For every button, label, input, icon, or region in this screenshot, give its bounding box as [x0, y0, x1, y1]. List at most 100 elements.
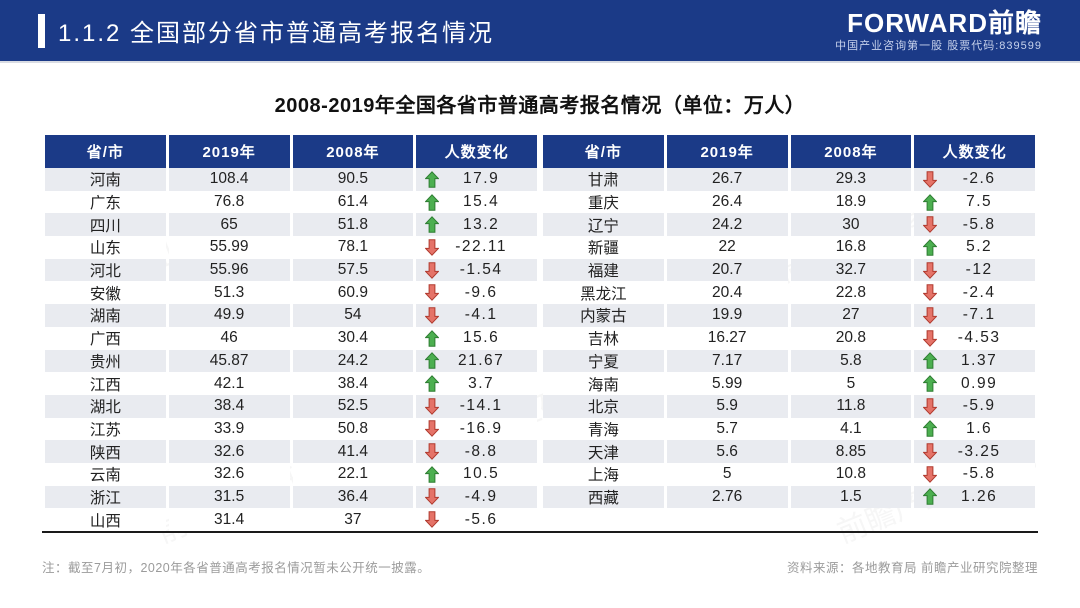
value-2019-cell: 65	[168, 213, 290, 237]
province-cell: 西藏	[543, 485, 664, 509]
down-arrow-icon	[923, 171, 938, 188]
province-cell: 宁夏	[543, 349, 664, 373]
value-2008-cell: 20.8	[790, 326, 912, 350]
value-2008-cell: 51.8	[292, 213, 414, 237]
value-2019-cell: 5	[666, 462, 788, 486]
table-row: 上海 5 10.8 -5.8	[543, 462, 1035, 486]
change-value: -14.1	[459, 397, 503, 415]
value-2019-cell: 19.9	[666, 304, 788, 327]
change-cell: 3.7	[416, 372, 537, 395]
change-value: 3.7	[468, 374, 495, 392]
value-2019-cell: 32.6	[168, 440, 290, 463]
province-cell: 山西	[45, 508, 166, 531]
value-2008-cell: 30	[790, 213, 912, 237]
value-2008-cell: 37	[292, 508, 414, 531]
up-arrow-icon	[923, 375, 938, 392]
value-2008-cell: 8.85	[790, 440, 912, 463]
province-cell: 安徽	[45, 281, 166, 305]
change-value: 15.4	[463, 193, 500, 211]
down-arrow-icon	[923, 307, 938, 324]
value-2019-cell: 76.8	[168, 190, 290, 214]
table-row: 甘肃 26.7 29.3 -2.6	[543, 168, 1035, 191]
up-arrow-icon	[923, 488, 938, 506]
province-cell: 福建	[543, 258, 664, 282]
province-cell: 黑龙江	[543, 281, 664, 305]
change-cell: -8.8	[416, 440, 537, 463]
value-2008-cell: 24.2	[292, 349, 414, 373]
table-row: 广西 46 30.4 15.6	[45, 326, 537, 350]
change-cell: 5.2	[914, 236, 1035, 259]
change-cell: -16.9	[416, 417, 537, 441]
province-cell: 河北	[45, 258, 166, 282]
value-2019-cell: 38.4	[168, 394, 290, 418]
change-value: -2.4	[962, 283, 996, 301]
brand-logo-text: FORWARD前瞻	[847, 7, 1042, 38]
value-2008-cell: 11.8	[790, 394, 912, 418]
data-table-left: 省/市 2019年 2008年 人数变化 河南 108.4 90.5 17.9 广东 76…	[42, 135, 540, 531]
table-row: 河南 108.4 90.5 17.9	[45, 168, 537, 191]
change-cell: 21.67	[416, 349, 537, 373]
down-arrow-icon	[425, 284, 440, 302]
value-2019-cell: 5.99	[666, 372, 788, 395]
down-arrow-icon	[425, 420, 440, 438]
col-header-province: 省/市	[543, 135, 664, 168]
change-cell: -9.6	[416, 281, 537, 305]
col-header-2019: 2019年	[168, 135, 290, 168]
down-arrow-icon	[425, 511, 440, 529]
table-row: 广东 76.8 61.4 15.4	[45, 190, 537, 214]
value-2008-cell: 52.5	[292, 394, 414, 418]
table-row: 福建 20.7 32.7 -12	[543, 258, 1035, 282]
value-2019-cell: 49.9	[168, 304, 290, 327]
table-row: 江苏 33.9 50.8 -16.9	[45, 417, 537, 441]
down-arrow-icon	[923, 398, 938, 415]
province-cell: 江苏	[45, 417, 166, 441]
change-value: 5.2	[966, 238, 993, 256]
change-value: 0.99	[961, 374, 998, 392]
change-value: -5.6	[464, 510, 498, 528]
value-2019-cell: 16.27	[666, 326, 788, 350]
value-2008-cell: 18.9	[790, 190, 912, 214]
table-row: 青海 5.7 4.1 1.6	[543, 417, 1035, 441]
province-cell: 广东	[45, 190, 166, 214]
change-value: -9.6	[464, 283, 498, 301]
table-row: 内蒙古 19.9 27 -7.1	[543, 304, 1035, 327]
value-2008-cell: 22.8	[790, 281, 912, 305]
value-2019-cell: 20.4	[666, 281, 788, 305]
province-cell: 云南	[45, 462, 166, 486]
down-arrow-icon	[923, 284, 938, 302]
table-row: 四川 65 51.8 13.2	[45, 213, 537, 237]
change-cell: 13.2	[416, 213, 537, 237]
down-arrow-icon	[923, 466, 938, 483]
change-cell: 1.26	[914, 485, 1035, 509]
table-row: 浙江 31.5 36.4 -4.9	[45, 485, 537, 509]
up-arrow-icon	[923, 238, 938, 256]
down-arrow-icon	[425, 398, 440, 415]
header-row: 省/市 2019年 2008年 人数变化	[543, 135, 1035, 168]
change-cell: -12	[914, 258, 1035, 282]
top-bar: 1.1.2 全国部分省市普通高考报名情况 FORWARD前瞻 中国产业咨询第一股…	[0, 0, 1080, 63]
value-2019-cell: 5.6	[666, 440, 788, 463]
province-cell: 四川	[45, 213, 166, 237]
value-2019-cell: 7.17	[666, 349, 788, 373]
up-arrow-icon	[425, 170, 440, 188]
table-row: 新疆 22 16.8 5.2	[543, 236, 1035, 259]
change-value: -1.54	[459, 261, 503, 279]
change-value: 7.5	[966, 193, 993, 211]
value-2008-cell: 57.5	[292, 258, 414, 282]
province-cell: 海南	[543, 372, 664, 395]
col-header-province: 省/市	[45, 135, 166, 168]
down-arrow-icon	[923, 329, 938, 347]
change-cell: -5.9	[914, 394, 1035, 418]
up-arrow-icon	[425, 216, 440, 233]
change-value: 17.9	[463, 170, 500, 188]
province-cell: 新疆	[543, 236, 664, 259]
change-value: -4.9	[464, 487, 498, 505]
down-arrow-icon	[425, 307, 440, 324]
change-cell: 17.9	[416, 168, 537, 191]
value-2008-cell: 60.9	[292, 281, 414, 305]
change-cell: -2.6	[914, 168, 1035, 191]
change-value: -2.6	[962, 170, 996, 188]
table-row: 宁夏 7.17 5.8 1.37	[543, 349, 1035, 373]
value-2008-cell: 90.5	[292, 168, 414, 191]
value-2019-cell: 51.3	[168, 281, 290, 305]
